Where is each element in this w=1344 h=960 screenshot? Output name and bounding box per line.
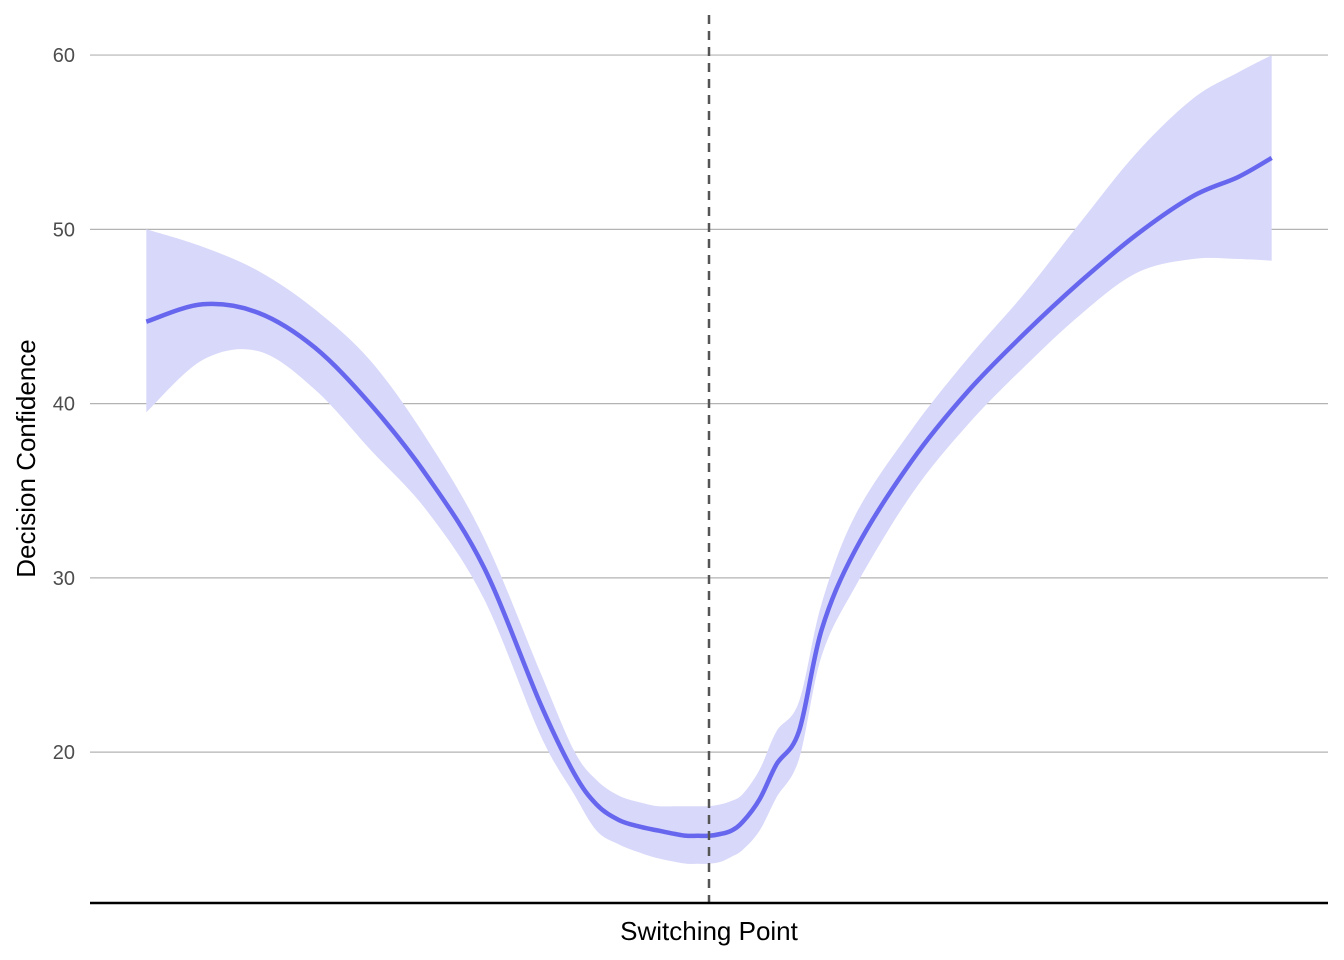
confidence-band (146, 55, 1272, 864)
y-tick-label: 30 (53, 568, 75, 590)
y-tick-labels: 20 30 40 50 60 (53, 45, 75, 764)
y-axis-title: Decision Confidence (11, 339, 41, 577)
y-tick-label: 60 (53, 45, 75, 67)
y-tick-label: 50 (53, 219, 75, 241)
y-tick-label: 20 (53, 742, 75, 764)
y-tick-label: 40 (53, 394, 75, 416)
x-axis-title: Switching Point (620, 916, 799, 946)
